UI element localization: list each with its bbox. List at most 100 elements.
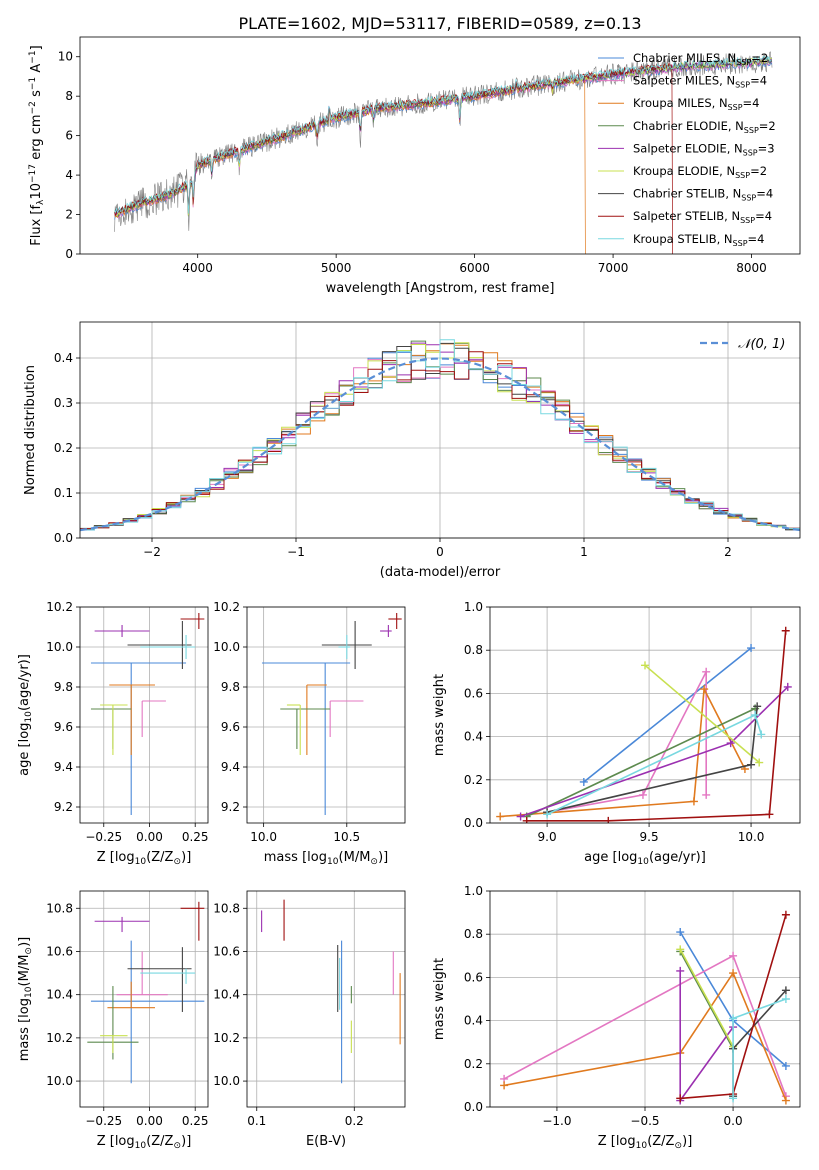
legend-entry: Salpeter STELIB, NSSP=4 (633, 209, 772, 225)
weight-vs-Z-marker (676, 966, 685, 975)
weight-vs-Z-plot-area (500, 910, 790, 1105)
residuals-xtick-label: 2 (724, 545, 732, 559)
residuals-plot-area (80, 339, 800, 532)
spectrum-xtick-label: 5000 (321, 261, 352, 275)
age-vs-Z-ytick-label: 9.6 (54, 720, 73, 734)
weight-vs-age-marker (522, 816, 531, 823)
weight-vs-Z-ytick-label: 0.6 (464, 970, 483, 984)
spectrum-xtick-label: 6000 (459, 261, 490, 275)
spectrum-ylabel: Flux [fλ 10−17 erg cm−2 s−1 A−1 ] (28, 45, 46, 246)
weight-vs-age-ylabel: mass weight (432, 674, 447, 756)
residual-histogram (80, 339, 800, 531)
weight-vs-age-xtick-label: 9.0 (538, 830, 557, 844)
weight-vs-Z-ylabel: mass weight (432, 958, 447, 1040)
weight-vs-age-marker (700, 685, 709, 694)
weight-vs-Z-marker (729, 1014, 738, 1023)
mass-vs-ebv-xlabel: E(B-V) (306, 1134, 346, 1149)
weight-vs-age-series (543, 711, 766, 819)
weight-vs-Z-line (503, 971, 787, 1101)
mass-vs-Z-errorbar (140, 968, 196, 984)
age-vs-Z-ylabel: age [log10 (age/yr)] (17, 654, 34, 776)
residual-histogram (80, 351, 800, 530)
residuals-xtick-label: 0 (436, 545, 444, 559)
residuals-legend: 𝒩(0, 1) (700, 337, 785, 352)
mass-vs-Z-xtick-label: −0.25 (85, 1114, 122, 1128)
weight-vs-Z-marker (781, 986, 790, 995)
normal-curve (80, 357, 800, 532)
age-vs-mass-errorbar (306, 684, 327, 755)
weight-vs-age-line (644, 664, 760, 764)
weight-vs-Z-ytick-label: 0.4 (464, 1014, 483, 1028)
residuals-ytick-label: 0.4 (54, 351, 73, 365)
weight-vs-Z-marker (676, 928, 685, 937)
weight-vs-age-marker (755, 758, 764, 767)
mass-vs-Z-ylabel: mass [log10 (M/M⊙ )] (17, 937, 34, 1061)
mass-vs-Z-ytick-label: 10.2 (46, 1031, 73, 1045)
weight-vs-age-ytick-label: 0.0 (464, 816, 483, 830)
legend-entry: Kroupa MILES, NSSP=4 (633, 96, 759, 112)
age-vs-Z-ytick-label: 10.0 (46, 640, 73, 654)
legend-entry: Salpeter ELODIE, NSSP=3 (633, 141, 775, 157)
weight-vs-age-marker (751, 711, 760, 719)
legend-entry: Kroupa ELODIE, NSSP=2 (633, 164, 767, 180)
weight-vs-age-series (522, 626, 790, 823)
mass-vs-Z-ytick-label: 10.8 (46, 901, 73, 915)
weight-vs-age-marker (702, 667, 711, 676)
spectrum-xlabel: wavelength [Angstrom, rest frame] (326, 281, 555, 296)
weight-vs-age-marker (747, 644, 756, 653)
spectrum-xtick-label: 7000 (598, 261, 629, 275)
weight-vs-Z-ytick-label: 0.0 (464, 1100, 483, 1114)
spectrum-ytick-label: 10 (58, 50, 73, 64)
mass-vs-Z-errorbar (100, 1035, 128, 1053)
age-vs-Z-xtick-label: −0.25 (85, 830, 122, 844)
residuals-xtick-label: −1 (287, 545, 305, 559)
weight-vs-Z-marker (781, 1096, 790, 1105)
mass-vs-Z-ytick-label: 10.0 (46, 1074, 73, 1088)
weight-vs-Z-line (679, 948, 734, 1047)
age-vs-Z-errorbar (141, 700, 166, 737)
legend-entry: 𝒩(0, 1) (738, 337, 785, 352)
weight-vs-age-series (516, 682, 792, 821)
weight-vs-age-marker (726, 739, 735, 748)
spectrum-ytick-label: 2 (65, 208, 73, 222)
mass-vs-Z-errorbar (127, 947, 192, 1012)
weight-vs-Z-marker (676, 945, 685, 954)
mass-vs-ebv-frame (246, 890, 406, 1108)
weight-vs-age-marker (783, 682, 792, 691)
residuals-ytick-label: 0.0 (54, 531, 73, 545)
mass-vs-Z-axes: −0.25 0.00 0.25 10.0 10.2 10.4 10.6 10.8 Z [log1… (17, 890, 209, 1151)
weight-vs-age-ytick-label: 1.0 (464, 600, 483, 614)
weight-vs-Z-marker (781, 995, 790, 1003)
spectrum-ytick-label: 8 (65, 89, 73, 103)
weight-vs-Z-xtick-label: −1.0 (542, 1114, 571, 1128)
weight-vs-Z-marker (781, 910, 790, 919)
age-vs-mass-errorbar (329, 700, 364, 737)
weight-vs-age-plot-area (496, 626, 792, 823)
weight-vs-Z-line (679, 951, 734, 1050)
age-vs-Z-axes: −0.25 0.00 0.25 9.2 9.4 9.6 9.8 10.0 10.2 Z [log1… (17, 600, 209, 867)
age-vs-Z-frame (79, 606, 209, 824)
weight-vs-age-marker (689, 797, 698, 806)
age-vs-Z-ytick-label: 10.2 (46, 600, 73, 614)
spectrum-plot-area (114, 51, 773, 254)
weight-vs-age-marker (638, 790, 647, 799)
residuals-ytick-label: 0.2 (54, 441, 73, 455)
mass-vs-ebv-ytick-label: 10.8 (213, 901, 240, 915)
mass-vs-Z-ytick-label: 10.4 (46, 988, 73, 1002)
age-vs-Z-ytick-label: 9.8 (54, 680, 73, 694)
weight-vs-Z-ytick-label: 0.8 (464, 927, 483, 941)
mass-vs-Z-errorbar (107, 981, 155, 1009)
spectrum-model-line (114, 55, 772, 214)
age-vs-mass-errorbar (280, 708, 331, 749)
age-vs-Z-errorbar (100, 704, 128, 755)
weight-vs-age-marker (781, 626, 790, 635)
residuals-ytick-label: 0.1 (54, 486, 73, 500)
weight-vs-age-line (546, 671, 708, 813)
weight-vs-age-marker (516, 812, 525, 821)
spectrum-ytick-label: 0 (65, 247, 73, 261)
weight-vs-age-marker (765, 810, 774, 819)
weight-vs-age-series (579, 644, 756, 786)
age-vs-mass-xtick-label: 10.5 (333, 830, 360, 844)
mass-vs-ebv-plot-area (261, 899, 401, 1084)
